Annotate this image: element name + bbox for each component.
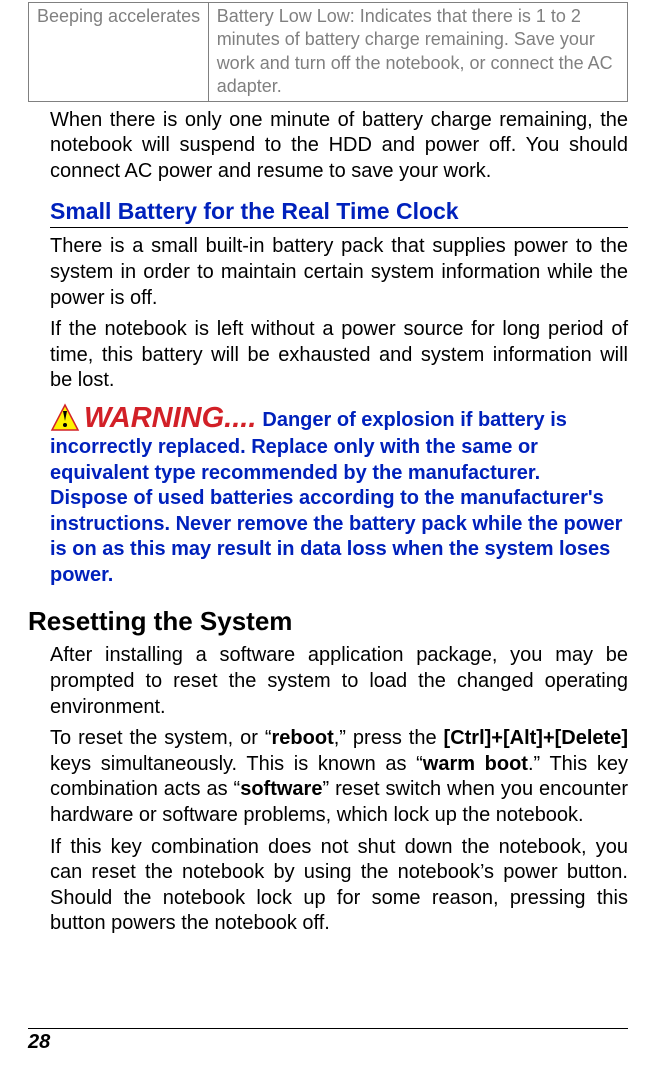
page-number: 28 [28, 1028, 628, 1054]
warning-badge: WARNING.... [50, 402, 256, 435]
warning-body-text: incorrectly replaced. Replace only with … [50, 436, 622, 586]
paragraph-rtc-1: There is a small built-in battery pack t… [50, 234, 628, 311]
bold-warmboot: warm boot [423, 753, 528, 775]
heading-rtc: Small Battery for the Real Time Clock [50, 198, 628, 228]
bold-reboot: reboot [272, 727, 334, 749]
warning-body: incorrectly replaced. Replace only with … [50, 435, 628, 589]
paragraph-reset-1: After installing a software application … [50, 643, 628, 720]
text-fragment: keys simultaneously. This is known as “ [50, 753, 423, 775]
table-cell-meaning: Battery Low Low: Indicates that there is… [208, 3, 627, 102]
paragraph-reset-2: To reset the system, or “reboot,” press … [50, 726, 628, 828]
paragraph-after-table: When there is only one minute of battery… [50, 108, 628, 185]
bold-keycombo: [Ctrl]+[Alt]+[Delete] [444, 727, 628, 749]
hazard-icon [50, 403, 80, 433]
warning-banner: WARNING.... Danger of explosion if batte… [50, 402, 628, 435]
text-fragment: ,” press the [334, 727, 444, 749]
document-page: Beeping accelerates Battery Low Low: Ind… [28, 0, 628, 937]
table-cell-sound: Beeping accelerates [29, 3, 209, 102]
paragraph-rtc-2: If the notebook is left without a power … [50, 317, 628, 394]
heading-reset: Resetting the System [28, 606, 628, 637]
paragraph-reset-3: If this key combination does not shut do… [50, 835, 628, 937]
warning-label-text: WARNING.... [84, 402, 256, 435]
bold-software: software [240, 778, 322, 800]
warning-first-line: Danger of explosion if battery is [262, 409, 567, 432]
table-row: Beeping accelerates Battery Low Low: Ind… [29, 3, 628, 102]
battery-status-table: Beeping accelerates Battery Low Low: Ind… [28, 2, 628, 102]
text-fragment: To reset the system, or “ [50, 727, 272, 749]
